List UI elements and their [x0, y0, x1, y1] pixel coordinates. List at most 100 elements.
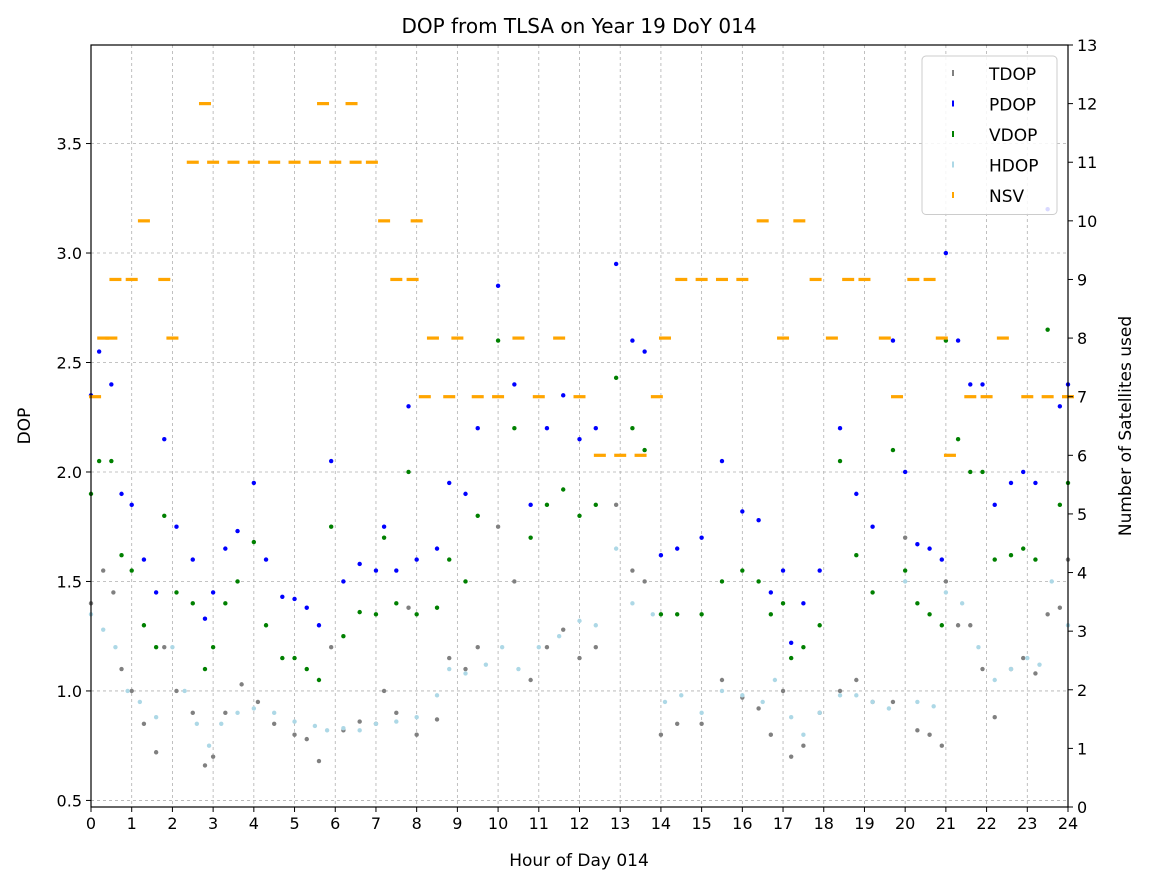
data-point-tdop — [512, 579, 517, 584]
data-point-hdop — [959, 601, 965, 606]
series-layer — [88, 102, 1074, 768]
data-point-vdop — [119, 552, 124, 558]
data-point-nsv — [858, 277, 871, 282]
data-point-tdop — [101, 568, 106, 573]
x-tick-label: 11 — [529, 814, 549, 833]
data-point-vdop — [109, 458, 114, 464]
data-point-vdop — [1033, 557, 1038, 562]
data-point-hdop — [699, 710, 704, 716]
data-point-vdop — [210, 644, 216, 650]
data-point-hdop — [976, 644, 981, 650]
data-point-hdop — [414, 715, 419, 720]
data-point-pdop — [577, 436, 582, 442]
data-point-tdop — [271, 721, 277, 726]
x-tick-label: 5 — [289, 814, 299, 833]
data-point-pdop — [174, 524, 179, 529]
data-point-pdop — [943, 250, 949, 256]
data-point-pdop — [955, 338, 961, 343]
data-point-hdop — [394, 719, 399, 724]
x-tick-label: 1 — [127, 814, 137, 833]
data-point-vdop — [162, 513, 167, 518]
legend-label-pdop: PDOP — [989, 96, 1036, 116]
data-point-hdop — [613, 546, 619, 551]
data-point-vdop — [870, 590, 875, 595]
legend: TDOP PDOP VDOP HDOP NSV — [921, 55, 1058, 215]
data-point-hdop — [1008, 666, 1014, 672]
data-point-tdop — [699, 721, 704, 726]
data-point-nsv — [97, 336, 110, 340]
data-point-vdop — [817, 623, 822, 628]
x-tick-label: 17 — [773, 814, 793, 833]
data-point-pdop — [699, 535, 704, 540]
data-point-vdop — [357, 609, 362, 615]
data-point-pdop — [837, 425, 843, 431]
data-point-hdop — [886, 706, 892, 711]
data-point-vdop — [414, 612, 419, 617]
data-point-hdop — [593, 623, 598, 628]
data-point-nsv — [207, 160, 220, 164]
data-point-vdop — [630, 425, 635, 431]
data-point-hdop — [992, 677, 997, 683]
data-point-hdop — [650, 612, 655, 617]
data-point-nsv — [268, 160, 281, 164]
x-tick-label: 16 — [732, 814, 752, 833]
y-tick-label: 1.5 — [57, 572, 82, 591]
data-point-hdop — [837, 693, 843, 698]
x-tick-label: 12 — [569, 814, 589, 833]
data-point-vdop — [780, 601, 786, 606]
data-point-pdop — [658, 552, 664, 558]
data-point-pdop — [328, 458, 334, 464]
data-point-tdop — [1057, 605, 1063, 610]
data-point-hdop — [341, 725, 346, 731]
data-point-nsv — [443, 395, 456, 399]
data-point-pdop — [1033, 480, 1038, 486]
legend-marker — [952, 192, 954, 198]
data-point-nsv — [308, 160, 321, 164]
data-point-tdop — [162, 644, 167, 650]
data-point-vdop — [1057, 502, 1063, 508]
data-point-nsv — [809, 277, 822, 282]
data-point-pdop — [223, 546, 228, 551]
x-tick-label: 13 — [610, 814, 630, 833]
series-vdop — [88, 327, 1071, 683]
data-point-tdop — [768, 732, 774, 737]
data-point-nsv — [715, 277, 728, 282]
y2-axis-title: Number of Satellites used — [1116, 316, 1136, 536]
y2-tick-label: 3 — [1077, 622, 1087, 641]
data-point-nsv — [943, 453, 956, 457]
data-point-tdop — [613, 502, 619, 508]
data-point-tdop — [955, 623, 961, 628]
x-axis-title: Hour of Day 014 — [509, 851, 649, 871]
data-point-nsv — [227, 160, 240, 164]
data-point-hdop — [788, 715, 794, 720]
data-point-hdop — [170, 644, 175, 650]
data-point-hdop — [357, 728, 362, 733]
data-point-nsv — [247, 160, 260, 164]
x-tick-label: 24 — [1058, 814, 1078, 833]
data-point-pdop — [817, 568, 822, 573]
data-point-nsv — [980, 395, 993, 399]
data-point-pdop — [434, 546, 440, 551]
data-point-nsv — [695, 277, 708, 282]
data-point-pdop — [210, 590, 216, 595]
data-point-tdop — [414, 732, 419, 737]
data-point-pdop — [768, 590, 774, 595]
data-point-pdop — [202, 616, 208, 621]
data-point-tdop — [968, 623, 973, 628]
data-point-vdop — [202, 666, 208, 672]
data-point-hdop — [194, 721, 200, 726]
data-point-pdop — [613, 261, 619, 267]
data-point-vdop — [447, 557, 452, 562]
data-point-hdop — [292, 719, 297, 724]
data-point-vdop — [528, 535, 533, 540]
data-point-pdop — [780, 568, 786, 573]
data-point-nsv — [451, 336, 464, 340]
data-point-pdop — [251, 480, 257, 486]
x-tick-label: 19 — [854, 814, 874, 833]
data-point-nsv — [125, 277, 138, 282]
data-point-hdop — [447, 666, 452, 672]
data-point-hdop — [740, 693, 745, 698]
legend-label-hdop: HDOP — [989, 157, 1039, 177]
data-point-nsv — [329, 160, 342, 164]
data-point-pdop — [788, 640, 794, 645]
